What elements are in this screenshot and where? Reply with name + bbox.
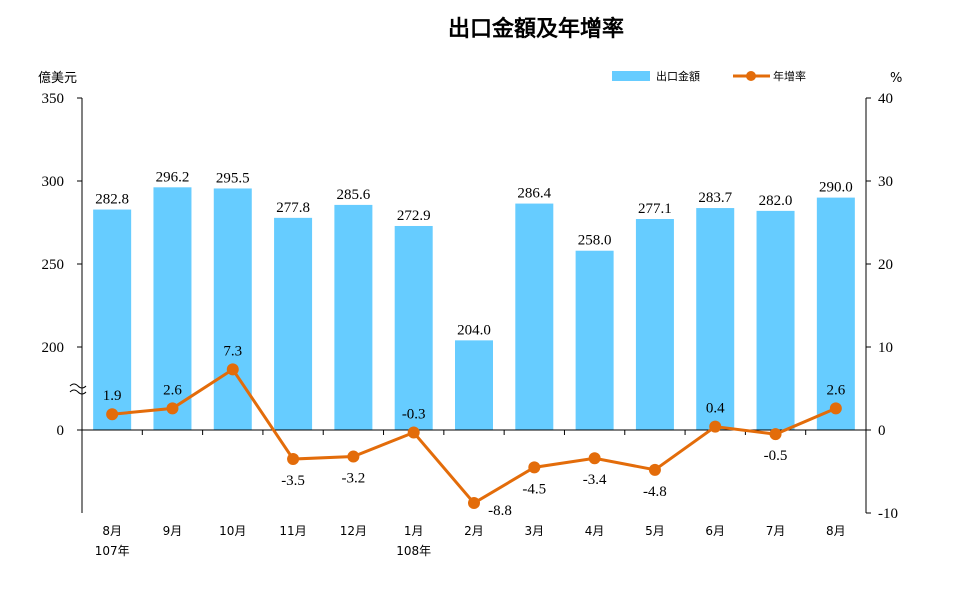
- bar-value-label: 204.0: [457, 322, 491, 338]
- bar: [394, 225, 433, 430]
- x-tick-label: 3月: [524, 524, 544, 538]
- bar: [575, 250, 614, 430]
- growth-rate-label: 0.4: [706, 401, 725, 417]
- x-tick-label: 8月: [102, 524, 122, 538]
- bars-layer: [93, 187, 855, 430]
- growth-rate-point: [407, 426, 420, 439]
- left-tick-label: 250: [42, 257, 65, 273]
- growth-rate-point: [769, 428, 782, 441]
- growth-rate-label: 7.3: [223, 343, 242, 359]
- axis-break-icon: [69, 383, 87, 395]
- legend-label-bar: 出口金額: [656, 69, 700, 83]
- growth-rate-label: -4.8: [643, 484, 667, 500]
- x-year-label: 108年: [396, 544, 431, 558]
- bar: [93, 209, 132, 430]
- right-tick-label: 40: [878, 91, 893, 107]
- growth-rate-label: -4.5: [522, 481, 546, 497]
- x-tick-label: 1月: [404, 524, 424, 538]
- growth-rate-label: -3.4: [583, 472, 607, 488]
- left-axis-unit: 億美元: [38, 70, 77, 86]
- chart-title: 出口金額及年增率: [448, 16, 624, 42]
- growth-rate-label: 2.6: [163, 382, 182, 398]
- growth-rate-label: -0.3: [402, 406, 426, 422]
- bar: [696, 208, 735, 430]
- growth-rate-point: [226, 363, 239, 376]
- right-tick-label: 30: [878, 174, 893, 190]
- x-year-label: 107年: [95, 544, 130, 558]
- bar-value-label: 277.8: [276, 200, 310, 216]
- bar: [213, 188, 252, 430]
- bar-value-label: 277.1: [638, 201, 672, 217]
- growth-rate-point: [287, 453, 300, 466]
- bar: [334, 204, 373, 430]
- legend-label-line: 年增率: [773, 69, 806, 83]
- bar-value-label: 283.7: [698, 190, 732, 206]
- left-tick-label: 350: [42, 91, 65, 107]
- x-tick-label: 10月: [219, 524, 246, 538]
- growth-rate-label: -0.5: [764, 448, 788, 464]
- growth-rate-point: [648, 463, 661, 476]
- x-tick-label: 7月: [766, 524, 786, 538]
- legend: 出口金額 年增率: [612, 69, 806, 83]
- right-tick-label: 10: [878, 340, 893, 356]
- legend-swatch-marker: [746, 71, 756, 81]
- left-tick-label: 0: [57, 423, 65, 439]
- growth-rate-label: -8.8: [488, 503, 512, 519]
- growth-rate-label: -3.5: [281, 473, 305, 489]
- bar: [816, 197, 855, 430]
- growth-rate-label: -3.2: [342, 471, 366, 487]
- bar-value-label: 290.0: [819, 180, 853, 196]
- x-tick-label: 6月: [705, 524, 725, 538]
- x-tick-label: 11月: [279, 524, 306, 538]
- bar-value-label: 282.8: [95, 192, 129, 208]
- bar-value-label: 258.0: [578, 233, 612, 249]
- labels-layer: 282.8 296.2 295.5 277.8 285.6 272.9 204.0 286.4…: [95, 169, 852, 519]
- growth-rate-point: [347, 450, 360, 463]
- bar-value-label: 286.4: [517, 186, 551, 202]
- growth-rate-point: [106, 408, 119, 421]
- left-tick-label: 200: [42, 340, 65, 356]
- x-tick-label: 2月: [464, 524, 484, 538]
- line-layer: [106, 363, 842, 510]
- x-tick-label: 4月: [585, 524, 605, 538]
- bar-value-label: 285.6: [337, 187, 371, 203]
- x-tick-label: 5月: [645, 524, 665, 538]
- bar: [274, 217, 313, 430]
- bar-value-label: 296.2: [156, 169, 190, 185]
- left-tick-label: 300: [42, 174, 65, 190]
- bar: [756, 210, 795, 430]
- growth-rate-point: [588, 452, 601, 465]
- growth-rate-point: [468, 497, 480, 510]
- growth-rate-point: [528, 461, 541, 474]
- growth-rate-point: [166, 402, 179, 415]
- x-tick-label: 9月: [163, 524, 183, 538]
- growth-rate-point: [709, 420, 722, 433]
- growth-rate-point: [829, 402, 842, 415]
- right-tick-label: 0: [878, 423, 886, 439]
- growth-rate-label: 2.6: [826, 382, 845, 398]
- right-tick-label: 20: [878, 257, 893, 273]
- legend-swatch-bar: [612, 71, 650, 81]
- bar: [515, 203, 554, 430]
- bar-value-label: 295.5: [216, 170, 250, 186]
- right-tick-label: -10: [878, 506, 898, 522]
- bar: [635, 219, 674, 430]
- x-tick-label: 8月: [826, 524, 846, 538]
- bar-value-label: 282.0: [759, 193, 793, 209]
- x-tick-label: 12月: [340, 524, 367, 538]
- bar: [455, 340, 493, 430]
- right-axis-unit: %: [890, 71, 902, 86]
- bar-value-label: 272.9: [397, 208, 431, 224]
- bar: [153, 187, 192, 430]
- growth-rate-label: 1.9: [103, 388, 122, 404]
